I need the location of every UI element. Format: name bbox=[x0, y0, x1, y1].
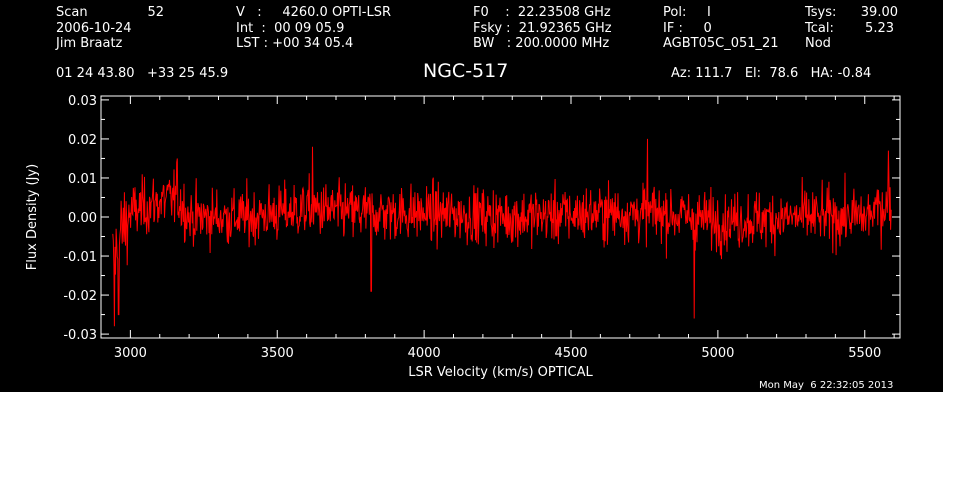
y-tick-label: -0.02 bbox=[63, 289, 97, 304]
y-axis-title: Flux Density (Jy) bbox=[25, 164, 40, 270]
y-tick-label: 0.01 bbox=[68, 172, 97, 187]
bandwidth: BW : 200.0000 MHz bbox=[473, 36, 610, 51]
procedure-name: Nod bbox=[805, 36, 831, 51]
y-tick-label: 0.03 bbox=[68, 94, 97, 109]
tsys-value: 39.00 bbox=[860, 5, 898, 20]
y-tick-label: 0.00 bbox=[68, 211, 97, 226]
observation-date: 2006-10-24 bbox=[56, 21, 132, 36]
rest-frequency: F0 : 22.23508 GHz bbox=[473, 5, 611, 20]
tick-layer: 3000 3500 4000 4500 5000 5500 -0.03 -0.02 -0.01 0… bbox=[63, 94, 900, 361]
spectrum-series-line bbox=[112, 138, 892, 327]
chart-title: NGC-517 bbox=[423, 60, 509, 82]
tcal-value: 5.23 bbox=[865, 21, 894, 36]
x-axis-title: LSR Velocity (km/s) OPTICAL bbox=[408, 365, 593, 380]
x-tick-label: 5000 bbox=[701, 346, 734, 361]
footer-timestamp: Mon May 6 22:32:05 2013 bbox=[759, 380, 894, 391]
x-tick-label: 3500 bbox=[261, 346, 294, 361]
lst-readout: LST : +00 34 05.4 bbox=[236, 36, 354, 51]
if-number: IF : 0 bbox=[663, 21, 712, 36]
scan-label: Scan bbox=[56, 5, 88, 20]
session-id: AGBT05C_051_21 bbox=[663, 36, 779, 51]
spectrum-chart: 3000 3500 4000 4500 5000 5500 -0.03 -0.02 -0.01 0… bbox=[25, 94, 901, 380]
x-tick-label: 3000 bbox=[114, 346, 147, 361]
tsys-label: Tsys: bbox=[805, 5, 837, 20]
y-tick-label: 0.02 bbox=[68, 133, 97, 148]
pointing-readout: Az: 111.7 El: 78.6 HA: -0.84 bbox=[671, 66, 872, 81]
sky-frequency: Fsky : 21.92365 GHz bbox=[473, 21, 612, 36]
scan-number: 52 bbox=[147, 5, 164, 20]
x-tick-label: 5500 bbox=[848, 346, 881, 361]
tcal-label: Tcal: bbox=[805, 21, 834, 36]
source-coordinates: 01 24 43.80 +33 25 45.9 bbox=[56, 66, 229, 81]
x-tick-label: 4000 bbox=[408, 346, 441, 361]
x-tick-label: 4500 bbox=[554, 346, 587, 361]
integration-time: Int : 00 09 05.9 bbox=[236, 21, 345, 36]
velocity-readout: V : 4260.0 OPTI-LSR bbox=[236, 5, 392, 20]
polarization: Pol: I bbox=[663, 5, 711, 20]
y-tick-label: -0.01 bbox=[63, 250, 97, 265]
observer-name: Jim Braatz bbox=[56, 36, 123, 51]
spectrum-trace-layer bbox=[112, 138, 892, 327]
y-tick-label: -0.03 bbox=[63, 328, 97, 343]
